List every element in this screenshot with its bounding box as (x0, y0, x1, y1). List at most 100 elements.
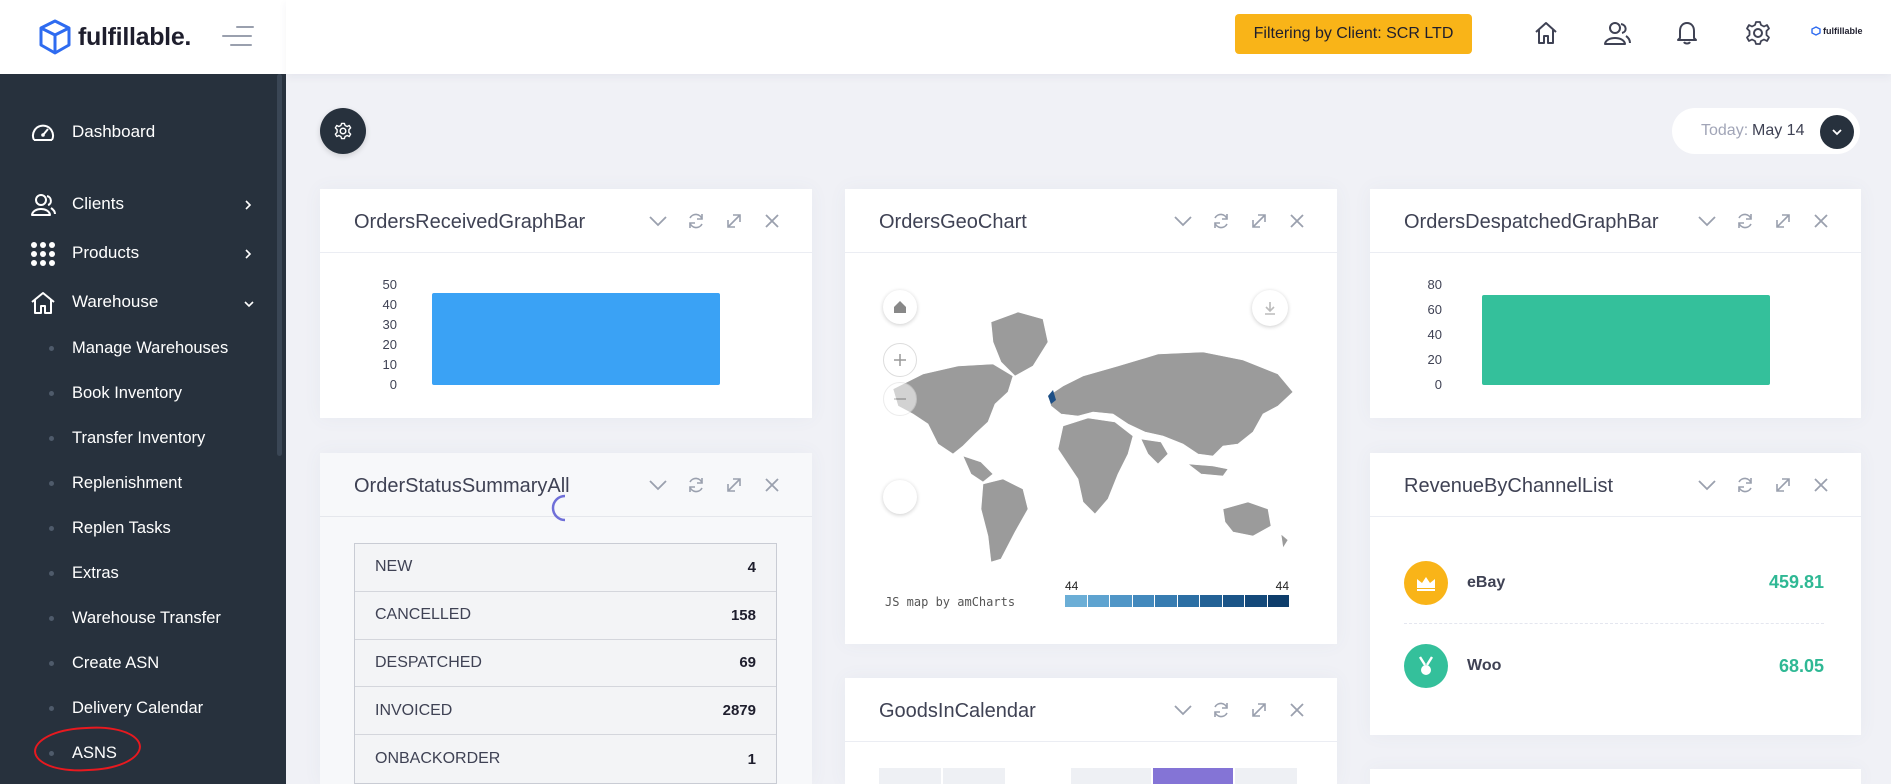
refresh-icon[interactable] (1735, 211, 1755, 231)
sidebar-subitem-label: Transfer Inventory (72, 428, 206, 447)
chevron-down-icon (243, 296, 255, 314)
close-icon[interactable] (1287, 211, 1307, 231)
chart-bar[interactable] (1482, 295, 1770, 385)
table-row[interactable]: ONBACKORDER 1 (355, 735, 776, 783)
list-item[interactable]: Woo 68.05 (1404, 625, 1824, 707)
sidebar-subitem-create-asn[interactable]: Create ASN (0, 645, 270, 681)
refresh-icon[interactable] (686, 475, 706, 495)
sidebar-subitem-replen-tasks[interactable]: Replen Tasks (0, 510, 270, 546)
sidebar-subitem-label: Delivery Calendar (72, 698, 204, 717)
channel-name: eBay (1467, 573, 1506, 591)
sidebar-item-dashboard[interactable]: Dashboard (0, 112, 270, 152)
calendar-cell[interactable] (943, 768, 1005, 784)
y-tick-label: 80 (1427, 277, 1442, 292)
y-tick-label: 20 (1427, 352, 1442, 367)
sidebar-scrollbar[interactable] (277, 74, 282, 456)
map-zoom-in-button[interactable] (883, 343, 917, 377)
close-icon[interactable] (1811, 475, 1831, 495)
status-label: INVOICED (375, 701, 453, 719)
table-row[interactable]: INVOICED 2879 (355, 687, 776, 736)
y-tick-label: 30 (382, 317, 397, 332)
sidebar-item-warehouse[interactable]: Warehouse (0, 282, 270, 322)
table-row[interactable]: CANCELLED 158 (355, 592, 776, 640)
sidebar-subitem-book-inventory[interactable]: Book Inventory (0, 375, 270, 411)
calendar-cell[interactable] (879, 768, 941, 784)
brand-logo[interactable]: fulfillable. (38, 19, 191, 55)
sidebar-subitem-replenishment[interactable]: Replenishment (0, 465, 270, 501)
close-icon[interactable] (1287, 700, 1307, 720)
home-icon[interactable] (1531, 18, 1561, 48)
sidebar-subitem-extras[interactable]: Extras (0, 555, 270, 591)
loading-spinner-icon (551, 494, 566, 522)
sidebar-subitem-label: ASNS (72, 743, 117, 762)
widget-header: OrdersReceivedGraphBar (320, 189, 812, 253)
home-icon (894, 301, 906, 313)
menu-toggle-icon[interactable] (222, 26, 254, 48)
refresh-icon[interactable] (1211, 211, 1231, 231)
collapse-icon[interactable] (1697, 211, 1717, 231)
chevron-down-icon[interactable] (1820, 115, 1854, 149)
collapse-icon[interactable] (1697, 475, 1717, 495)
refresh-icon[interactable] (686, 211, 706, 231)
refresh-icon[interactable] (1735, 475, 1755, 495)
sidebar-item-label: Clients (72, 194, 124, 213)
sidebar-subitem-label: Book Inventory (72, 383, 183, 402)
channel-name: Woo (1467, 657, 1502, 674)
client-filter-button[interactable]: Filtering by Client: SCR LTD (1235, 14, 1472, 54)
calendar-cell[interactable] (1235, 768, 1297, 784)
bell-icon[interactable] (1672, 18, 1702, 48)
calendar-cell[interactable] (1007, 768, 1069, 784)
map-download-button[interactable] (1252, 290, 1288, 326)
bullet-dot (49, 435, 54, 441)
sidebar-item-products[interactable]: Products (0, 233, 270, 273)
y-tick-label: 0 (1434, 377, 1442, 392)
users-icon[interactable] (1602, 18, 1632, 48)
collapse-icon[interactable] (648, 475, 668, 495)
sidebar-subitem-label: Manage Warehouses (72, 338, 229, 357)
brand[interactable]: fulfillable. (0, 0, 286, 74)
expand-icon[interactable] (724, 211, 744, 231)
date-picker[interactable]: Today: May 14 (1672, 108, 1860, 154)
map-home-icon-button[interactable] (883, 290, 917, 324)
widget-next (1370, 769, 1861, 784)
collapse-icon[interactable] (1173, 700, 1193, 720)
table-row[interactable]: NEW 4 (355, 544, 776, 592)
calendar-cell[interactable] (1071, 768, 1151, 784)
map-credit[interactable]: JS map by amCharts (885, 595, 1016, 609)
map-zoom-out-button[interactable] (883, 382, 917, 416)
legend-gradient (1065, 595, 1289, 607)
list-item[interactable]: eBay 459.81 (1404, 542, 1824, 624)
sidebar-subitem-warehouse-transfer[interactable]: Warehouse Transfer (0, 600, 270, 636)
close-icon[interactable] (762, 211, 782, 231)
bullet-dot (49, 750, 54, 756)
collapse-icon[interactable] (648, 211, 668, 231)
sidebar-subitem-asns[interactable]: ASNS (0, 735, 270, 771)
expand-icon[interactable] (724, 475, 744, 495)
close-icon[interactable] (1811, 211, 1831, 231)
expand-icon[interactable] (1773, 211, 1793, 231)
status-count: 2879 (722, 702, 756, 720)
sidebar-subitem-delivery-calendar[interactable]: Delivery Calendar (0, 690, 270, 726)
refresh-icon[interactable] (1211, 700, 1231, 720)
sidebar-item-clients[interactable]: Clients (0, 184, 270, 224)
sidebar-subitem-manage-warehouses[interactable]: Manage Warehouses (0, 330, 270, 366)
widget-header: OrdersGeoChart (845, 189, 1337, 253)
expand-icon[interactable] (1249, 211, 1269, 231)
chart-bar[interactable] (432, 293, 720, 385)
calendar-cell-today[interactable] (1153, 768, 1233, 784)
world-map[interactable] (883, 304, 1303, 574)
expand-icon[interactable] (1773, 475, 1793, 495)
collapse-icon[interactable] (1173, 211, 1193, 231)
close-icon[interactable] (762, 475, 782, 495)
table-row[interactable]: DESPATCHED 69 (355, 640, 776, 688)
user-avatar[interactable]: fulfillable (1811, 26, 1863, 36)
sidebar-subitem-transfer-inventory[interactable]: Transfer Inventory (0, 420, 270, 456)
expand-icon[interactable] (1249, 700, 1269, 720)
dashboard-settings-button[interactable] (320, 108, 366, 154)
map-home-button[interactable] (883, 480, 917, 514)
legend-max-label: 44 (1275, 579, 1289, 593)
channel-revenue: 459.81 (1768, 572, 1824, 592)
y-tick-label: 10 (382, 357, 397, 372)
plus-icon (894, 354, 906, 366)
gear-icon[interactable] (1743, 18, 1773, 48)
